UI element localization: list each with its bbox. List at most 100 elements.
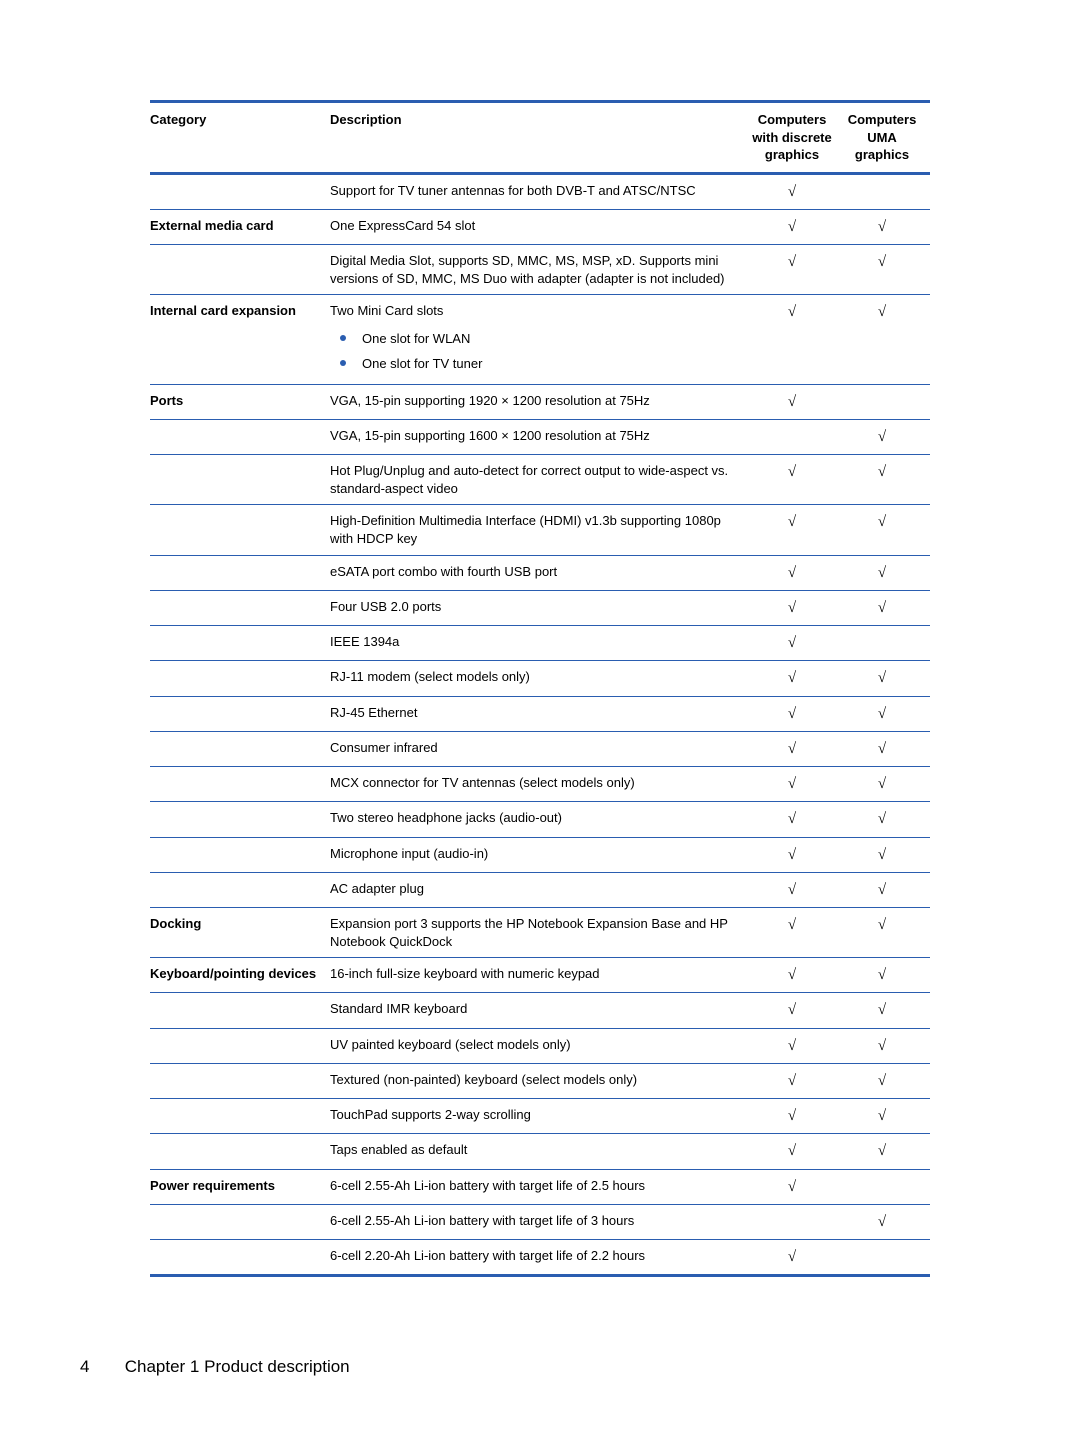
cell-category	[150, 455, 330, 505]
table-row: Consumer infrared√√	[150, 731, 930, 766]
cell-discrete-check: √	[750, 696, 840, 731]
cell-discrete-check: √	[750, 590, 840, 625]
cell-discrete-check	[750, 420, 840, 455]
table-row: MCX connector for TV antennas (select mo…	[150, 767, 930, 802]
cell-description: 6-cell 2.20-Ah Li-ion battery with targe…	[330, 1240, 750, 1276]
cell-category	[150, 661, 330, 696]
cell-discrete-check: √	[750, 455, 840, 505]
cell-description: Consumer infrared	[330, 731, 750, 766]
cell-discrete-check: √	[750, 731, 840, 766]
cell-discrete-check: √	[750, 173, 840, 209]
cell-description: Microphone input (audio-in)	[330, 837, 750, 872]
cell-category	[150, 420, 330, 455]
cell-discrete-check: √	[750, 1134, 840, 1169]
cell-uma-check	[840, 626, 930, 661]
cell-discrete-check: √	[750, 872, 840, 907]
cell-uma-check: √	[840, 661, 930, 696]
cell-category: Internal card expansion	[150, 295, 330, 385]
cell-category	[150, 802, 330, 837]
page-footer: 4 Chapter 1 Product description	[80, 1357, 350, 1377]
cell-category	[150, 626, 330, 661]
cell-category	[150, 555, 330, 590]
table-row: TouchPad supports 2-way scrolling√√	[150, 1099, 930, 1134]
cell-uma-check: √	[840, 1204, 930, 1239]
cell-uma-check	[840, 173, 930, 209]
cell-uma-check: √	[840, 696, 930, 731]
cell-discrete-check: √	[750, 993, 840, 1028]
header-category: Category	[150, 102, 330, 174]
cell-uma-check: √	[840, 245, 930, 295]
cell-category: Keyboard/pointing devices	[150, 958, 330, 993]
cell-category	[150, 872, 330, 907]
table-row: Standard IMR keyboard√√	[150, 993, 930, 1028]
table-row: Hot Plug/Unplug and auto-detect for corr…	[150, 455, 930, 505]
header-description: Description	[330, 102, 750, 174]
cell-uma-check	[840, 384, 930, 419]
cell-category: Power requirements	[150, 1169, 330, 1204]
cell-category	[150, 590, 330, 625]
cell-uma-check: √	[840, 505, 930, 555]
cell-description: MCX connector for TV antennas (select mo…	[330, 767, 750, 802]
cell-description: Two stereo headphone jacks (audio-out)	[330, 802, 750, 837]
cell-discrete-check: √	[750, 1169, 840, 1204]
table-row: Keyboard/pointing devices16-inch full-si…	[150, 958, 930, 993]
cell-uma-check: √	[840, 872, 930, 907]
cell-uma-check: √	[840, 455, 930, 505]
cell-category	[150, 1028, 330, 1063]
table-row: Support for TV tuner antennas for both D…	[150, 173, 930, 209]
cell-uma-check: √	[840, 802, 930, 837]
cell-uma-check: √	[840, 908, 930, 958]
table-row: Microphone input (audio-in)√√	[150, 837, 930, 872]
cell-category: External media card	[150, 209, 330, 244]
cell-description: Digital Media Slot, supports SD, MMC, MS…	[330, 245, 750, 295]
cell-discrete-check: √	[750, 958, 840, 993]
cell-discrete-check: √	[750, 505, 840, 555]
cell-description: Standard IMR keyboard	[330, 993, 750, 1028]
cell-discrete-check: √	[750, 837, 840, 872]
cell-description: IEEE 1394a	[330, 626, 750, 661]
cell-uma-check: √	[840, 1063, 930, 1098]
table-row: RJ-11 modem (select models only)√√	[150, 661, 930, 696]
cell-uma-check: √	[840, 958, 930, 993]
cell-uma-check: √	[840, 993, 930, 1028]
cell-description: Textured (non-painted) keyboard (select …	[330, 1063, 750, 1098]
cell-uma-check: √	[840, 590, 930, 625]
cell-discrete-check: √	[750, 767, 840, 802]
table-row: Internal card expansionTwo Mini Card slo…	[150, 295, 930, 385]
cell-category	[150, 837, 330, 872]
cell-description: One ExpressCard 54 slot	[330, 209, 750, 244]
cell-description: RJ-45 Ethernet	[330, 696, 750, 731]
cell-discrete-check	[750, 1204, 840, 1239]
chapter-title: Chapter 1 Product description	[125, 1357, 350, 1376]
cell-category	[150, 505, 330, 555]
table-row: 6-cell 2.20-Ah Li-ion battery with targe…	[150, 1240, 930, 1276]
header-uma: Computers UMA graphics	[840, 102, 930, 174]
table-row: Two stereo headphone jacks (audio-out)√√	[150, 802, 930, 837]
cell-discrete-check: √	[750, 1028, 840, 1063]
spec-table: Category Description Computers with disc…	[150, 100, 930, 1277]
table-row: eSATA port combo with fourth USB port√√	[150, 555, 930, 590]
cell-category	[150, 731, 330, 766]
cell-uma-check: √	[840, 1134, 930, 1169]
cell-category	[150, 1134, 330, 1169]
bullet-item: One slot for TV tuner	[334, 351, 744, 377]
cell-category	[150, 1063, 330, 1098]
cell-uma-check: √	[840, 295, 930, 385]
table-row: External media cardOne ExpressCard 54 sl…	[150, 209, 930, 244]
cell-description: Taps enabled as default	[330, 1134, 750, 1169]
cell-category	[150, 173, 330, 209]
table-row: RJ-45 Ethernet√√	[150, 696, 930, 731]
cell-description: eSATA port combo with fourth USB port	[330, 555, 750, 590]
cell-discrete-check: √	[750, 1063, 840, 1098]
cell-discrete-check: √	[750, 626, 840, 661]
cell-category	[150, 1099, 330, 1134]
cell-uma-check: √	[840, 1099, 930, 1134]
cell-discrete-check: √	[750, 555, 840, 590]
cell-description: Two Mini Card slotsOne slot for WLANOne …	[330, 295, 750, 385]
cell-category	[150, 993, 330, 1028]
cell-uma-check: √	[840, 767, 930, 802]
cell-category: Docking	[150, 908, 330, 958]
cell-uma-check	[840, 1169, 930, 1204]
cell-description: VGA, 15-pin supporting 1920 × 1200 resol…	[330, 384, 750, 419]
table-row: 6-cell 2.55-Ah Li-ion battery with targe…	[150, 1204, 930, 1239]
